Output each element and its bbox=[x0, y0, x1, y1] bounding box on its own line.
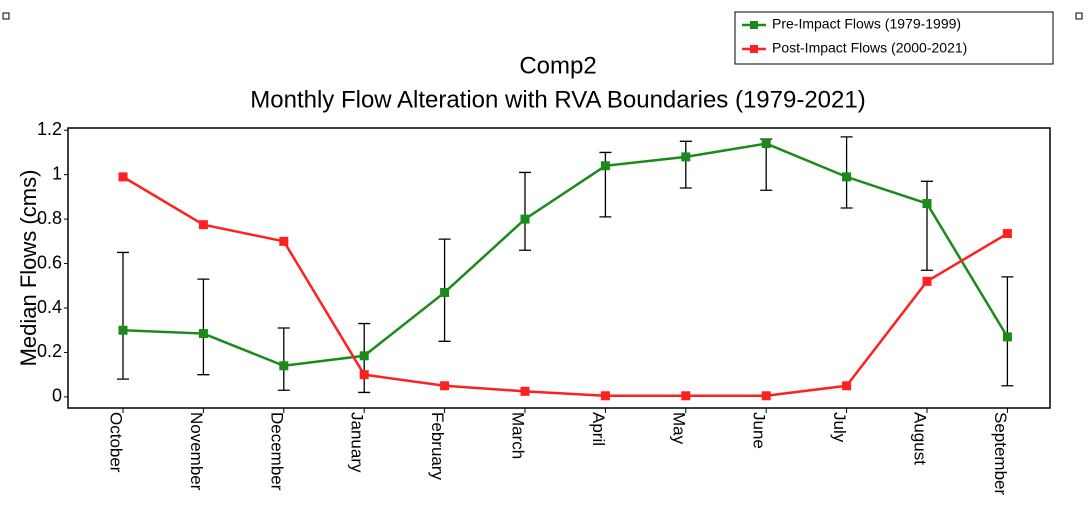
chart-subtitle: Monthly Flow Alteration with RVA Boundar… bbox=[250, 86, 865, 113]
plot-frame bbox=[67, 127, 1051, 409]
point bbox=[118, 325, 128, 335]
error-bar bbox=[277, 327, 290, 391]
x-tick-label: April bbox=[589, 412, 608, 446]
error-bar bbox=[519, 171, 531, 251]
point bbox=[842, 172, 852, 182]
point bbox=[842, 381, 852, 391]
point bbox=[681, 391, 691, 401]
error-bar bbox=[921, 180, 933, 271]
point bbox=[118, 172, 128, 182]
x-tick-label: December bbox=[267, 412, 286, 491]
point bbox=[922, 199, 932, 209]
point bbox=[1002, 332, 1012, 342]
error-bar bbox=[117, 251, 129, 380]
point bbox=[681, 152, 691, 162]
point bbox=[198, 329, 208, 339]
x-tick-label: May bbox=[669, 412, 688, 445]
y-tick-label: 1.2 bbox=[37, 119, 62, 139]
point bbox=[279, 361, 289, 371]
error-bar bbox=[679, 140, 692, 189]
point bbox=[1002, 229, 1012, 239]
series-line bbox=[122, 175, 1009, 398]
x-tick-label: March bbox=[509, 412, 528, 459]
y-tick-label: 0 bbox=[52, 386, 62, 406]
x-tick-label: October bbox=[107, 412, 126, 473]
x-tick-label: July bbox=[830, 412, 849, 443]
point bbox=[440, 287, 450, 297]
x-tick-label: June bbox=[750, 412, 769, 449]
point bbox=[279, 236, 289, 246]
point bbox=[922, 276, 932, 286]
error-bar bbox=[197, 278, 210, 376]
y-tick-label: 0.6 bbox=[37, 252, 62, 272]
point bbox=[600, 161, 610, 171]
legend bbox=[734, 11, 1054, 65]
point bbox=[520, 386, 530, 396]
point bbox=[600, 391, 610, 401]
x-tick-label: February bbox=[428, 412, 447, 481]
x-tick-label: January bbox=[348, 412, 367, 473]
point bbox=[761, 391, 771, 401]
legend-label: Post-Impact Flows (2000-2021) bbox=[772, 40, 967, 56]
legend-marker bbox=[750, 45, 758, 53]
y-tick-label: 1 bbox=[52, 163, 62, 183]
series-line bbox=[122, 142, 1009, 368]
point bbox=[440, 381, 450, 391]
y-tick-label: 0.4 bbox=[37, 297, 62, 317]
point bbox=[198, 220, 208, 230]
corner-handle bbox=[2, 12, 10, 20]
legend-marker bbox=[750, 21, 758, 29]
chart-title: Comp2 bbox=[519, 52, 596, 79]
point bbox=[761, 139, 771, 149]
point bbox=[520, 214, 530, 224]
point bbox=[359, 370, 369, 380]
y-axis-label: Median Flows (cms) bbox=[16, 170, 41, 367]
legend-label: Pre-Impact Flows (1979-1999) bbox=[772, 16, 961, 32]
y-tick-label: 0.8 bbox=[37, 208, 62, 228]
corner-handle bbox=[1075, 12, 1083, 20]
error-bar bbox=[1001, 276, 1014, 387]
point bbox=[359, 351, 369, 361]
x-tick-label: September bbox=[991, 412, 1010, 495]
x-tick-label: August bbox=[911, 412, 930, 465]
y-tick-label: 0.2 bbox=[37, 341, 62, 361]
x-tick-label: November bbox=[187, 412, 206, 491]
